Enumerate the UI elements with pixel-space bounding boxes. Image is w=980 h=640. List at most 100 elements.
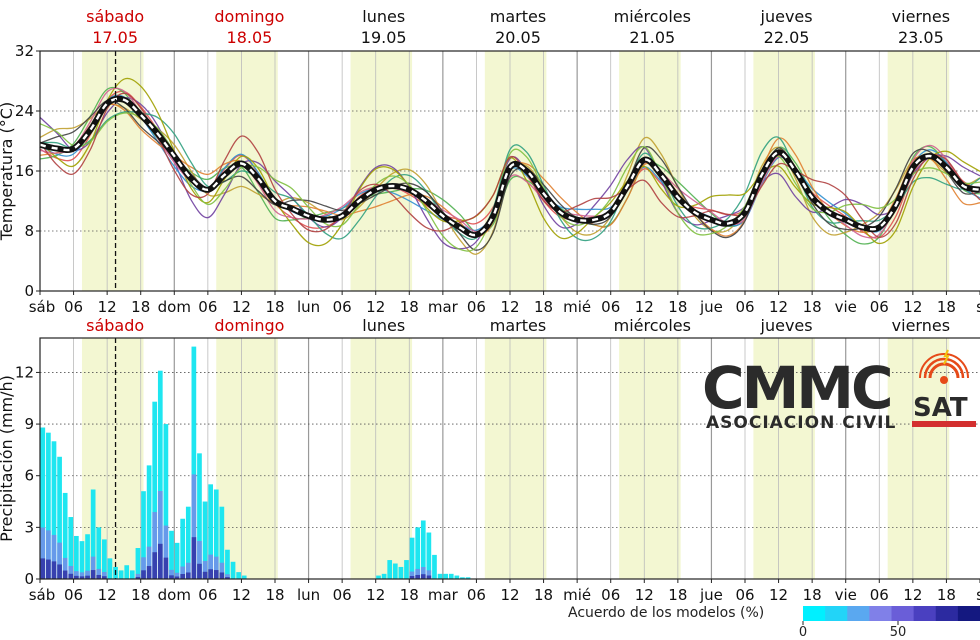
y-tick-label: 8	[24, 222, 34, 240]
precip-bar	[398, 566, 404, 579]
ensemble-member-line	[39, 99, 980, 251]
precip-bar	[152, 401, 158, 579]
precip-bar-body	[387, 560, 393, 579]
precip-bar	[420, 520, 426, 579]
precip-bar-body	[437, 573, 443, 579]
precip-bar-agreement	[180, 566, 186, 579]
x-tick-label: 12	[903, 586, 922, 604]
day-header-date: 18.05	[227, 28, 273, 47]
x-tick-label: mié	[563, 586, 591, 604]
x-tick-label: jue	[699, 586, 723, 604]
precip-bar-body	[163, 424, 169, 579]
precip-bar-body	[208, 484, 214, 579]
precip-bar-body	[157, 370, 163, 579]
precip-bar-agreement-high	[202, 571, 208, 579]
precip-bar-body	[46, 432, 51, 579]
precip-bar	[443, 573, 449, 579]
precip-bar-body	[420, 520, 426, 579]
y-tick-label: 12	[15, 363, 34, 381]
precip-bar-agreement	[174, 572, 180, 579]
precip-bar-agreement-high	[185, 572, 191, 579]
precip-bar	[460, 577, 465, 579]
x-tick-label: sáb	[29, 298, 56, 316]
precip-bar	[169, 530, 174, 579]
precip-bar-agreement-high	[197, 563, 202, 579]
x-tick-label: 12	[366, 586, 385, 604]
precip-bar-agreement-high	[79, 576, 85, 579]
precip-bar-agreement	[85, 570, 90, 579]
precip-bar	[185, 506, 191, 579]
x-tick-label: vie	[835, 298, 857, 316]
precip-bar	[68, 517, 74, 579]
day-label: sábado	[86, 316, 144, 335]
day-header-name: sábado	[86, 7, 144, 26]
precip-bar	[376, 575, 381, 579]
x-tick-label: 18	[937, 586, 956, 604]
legend-colorbar	[802, 606, 980, 625]
x-tick-label: dom	[158, 586, 191, 604]
precip-bar-body	[118, 570, 124, 579]
precip-bar-body	[202, 501, 208, 579]
precip-bar-body	[415, 527, 421, 579]
precip-bar-body	[101, 539, 107, 579]
precip-bar	[225, 549, 230, 579]
x-tick-label: 06	[735, 298, 754, 316]
precip-bar-agreement-high	[57, 564, 62, 579]
daylight-band	[484, 338, 547, 579]
day-header-date: 20.05	[495, 28, 541, 47]
precip-bar-body	[152, 401, 158, 579]
day-label: lunes	[362, 316, 405, 335]
precip-bar	[208, 484, 214, 579]
precip-bar-agreement	[152, 512, 158, 579]
legend-title: Acuerdo de los modelos (%)	[568, 605, 764, 621]
precip-bar	[85, 534, 90, 579]
precip-bar	[141, 491, 146, 579]
precip-bar-agreement-high	[96, 574, 102, 579]
y-tick-label: 6	[24, 467, 34, 485]
temperature-x-ticks: sáb 06 12 18 dom 06 12 18 lun 06 12 18 mar 06 12 18 mié 0…	[29, 291, 980, 316]
precip-bar-agreement-high	[174, 576, 180, 579]
precip-bar-body	[404, 560, 409, 579]
precip-bar-agreement-high	[62, 570, 68, 579]
x-tick-label: 18	[400, 586, 419, 604]
precip-bar	[74, 535, 79, 579]
x-tick-label: dom	[158, 298, 191, 316]
ensemble-member-line	[39, 92, 980, 238]
precip-bar-agreement-high	[191, 537, 197, 579]
precip-bar	[107, 558, 113, 579]
precip-bar-body	[79, 541, 85, 579]
precip-bar-agreement-high	[225, 577, 230, 579]
precip-bar	[40, 427, 46, 579]
precip-bar-body	[241, 575, 247, 579]
precip-bar-body	[169, 530, 174, 579]
day-header-name: lunes	[362, 7, 405, 26]
temperature-y-ticks: 0 8 16 24 32	[15, 42, 40, 300]
precip-bar-agreement-high	[426, 575, 432, 579]
legend-swatch	[847, 606, 870, 621]
x-tick-label: jue	[699, 298, 723, 316]
legend-swatch	[957, 606, 980, 621]
precip-bar-body	[62, 492, 68, 579]
precip-bar-agreement	[415, 568, 421, 579]
precip-bar-agreement-high	[68, 573, 74, 579]
precip-bar	[432, 554, 437, 579]
x-tick-label: 12	[635, 298, 654, 316]
x-tick-label: mar	[428, 586, 459, 604]
day-header-date: 23.05	[898, 28, 944, 47]
x-tick-label: s	[976, 586, 980, 604]
precip-bar-body	[180, 518, 186, 579]
precip-bar-agreement-high	[169, 575, 174, 579]
day-label: jueves	[760, 316, 813, 335]
x-tick-label: 06	[467, 586, 486, 604]
y-tick-label: 24	[15, 102, 34, 120]
precip-bar	[387, 560, 393, 579]
precip-bar-agreement-high	[219, 572, 225, 579]
legend-swatch	[869, 606, 892, 621]
precip-bar-agreement	[40, 527, 46, 579]
precip-bar-agreement	[420, 567, 426, 579]
precip-bar	[404, 560, 409, 579]
precip-bar-agreement	[62, 557, 68, 579]
precip-bar-body	[381, 573, 387, 579]
precip-bar-body	[426, 532, 432, 579]
precip-bar-body	[68, 517, 74, 579]
